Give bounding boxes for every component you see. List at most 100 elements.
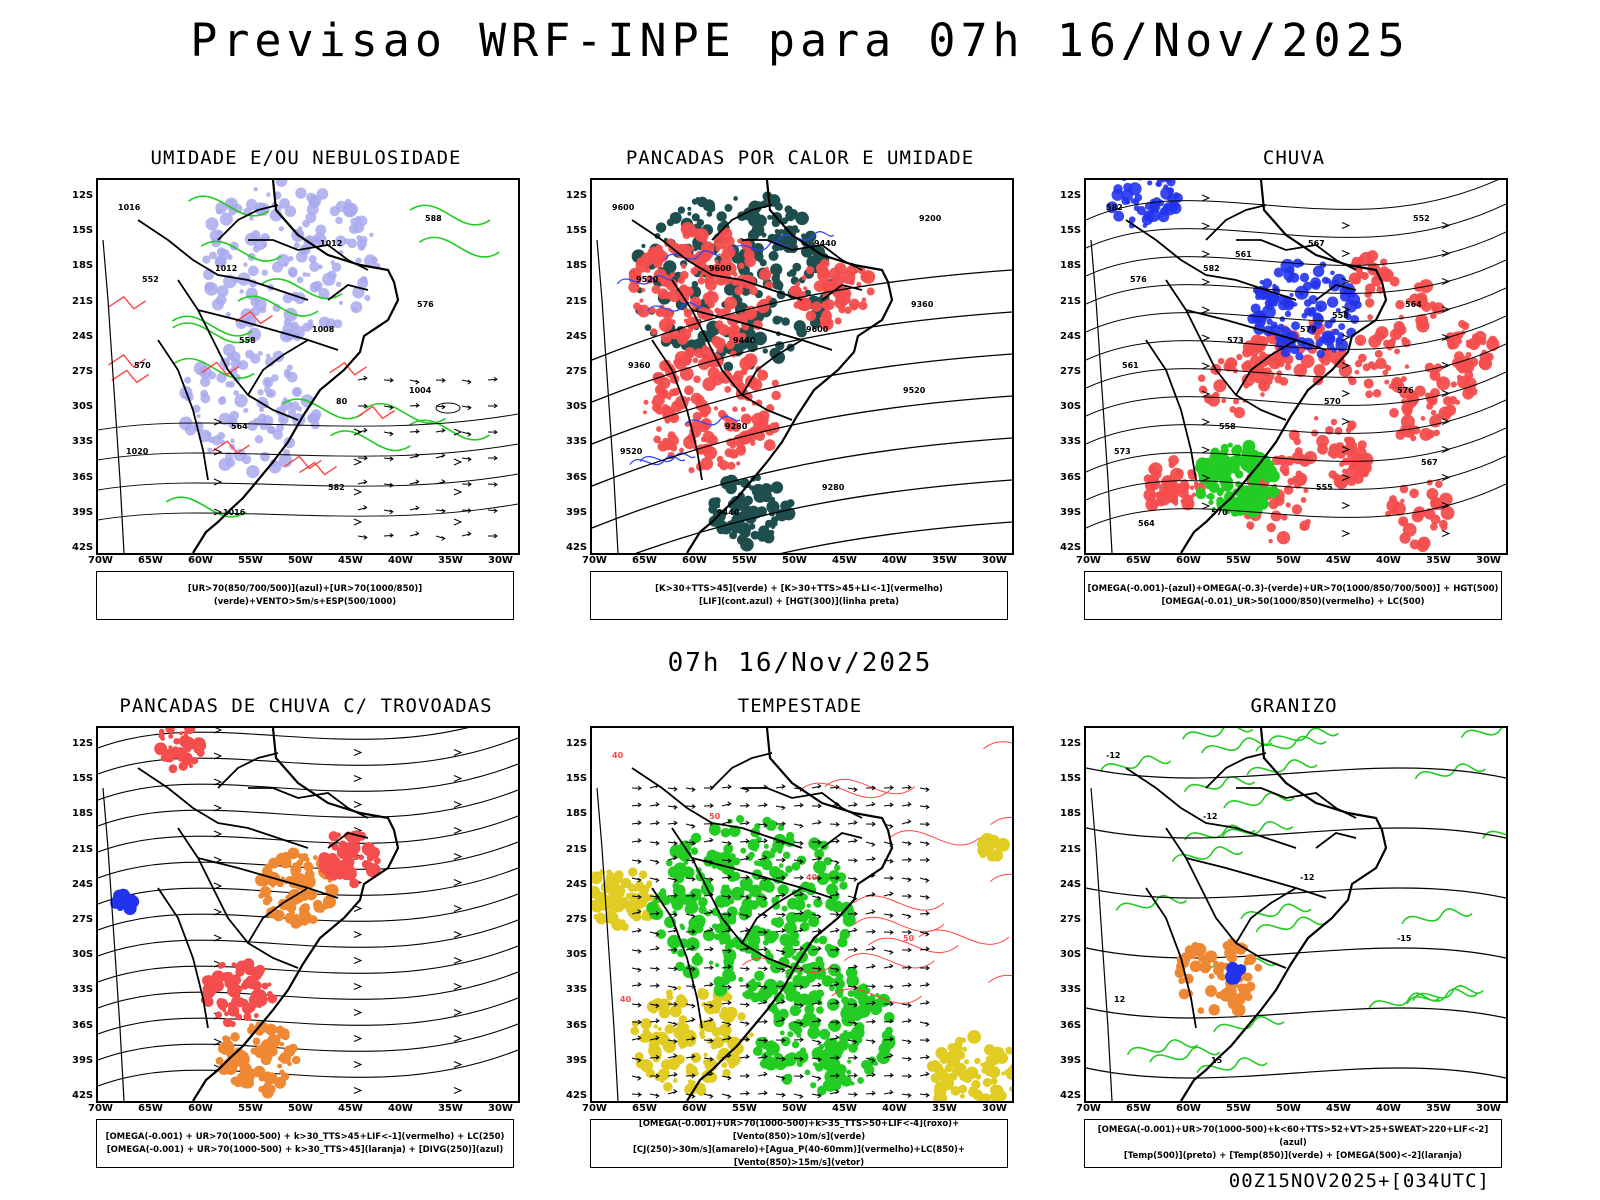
latitude-tick-label: 15S <box>566 773 588 785</box>
longitude-tick-label: 60W <box>682 555 707 566</box>
latitude-tick-label: 24S <box>72 330 94 342</box>
latitude-tick-label: 36S <box>1060 1019 1082 1031</box>
legend-line: [K>30+TTS>45](verde) + [K>30+TTS>45+LI<-… <box>655 583 943 594</box>
latitude-tick-label: 15S <box>1060 773 1082 785</box>
longitude-tick-label: 40W <box>388 1103 413 1114</box>
wind-vectors <box>357 375 498 541</box>
streamline-850-red <box>889 830 980 846</box>
k-li-red-area-east <box>788 258 876 331</box>
legend-box: [OMEGA(-0.001)-(azul)+OMEGA(-0.3)-(verde… <box>1084 571 1502 620</box>
thickness-red-contour <box>111 369 150 384</box>
humidity-green-contour <box>237 295 319 317</box>
streamline-850-red <box>918 929 1010 945</box>
contour-label: 1016 <box>223 508 246 517</box>
legend-line: [LIF](cont.azul) + [HGT(300)](linha pret… <box>698 596 900 607</box>
height-labels: 582 582 579 576 573 570 567 564 561 558 555 552 576 5… <box>1106 203 1438 528</box>
latitude-tick-label: 12S <box>72 738 94 749</box>
contour-label: 9440 <box>717 508 740 517</box>
forecast-map: 40 50 40 50 40 <box>590 726 1014 1103</box>
longitude-tick-label: 35W <box>932 1103 957 1114</box>
forecast-map: 9600 9600 9600 9520 9520 9440 9440 9360 9360 9280… <box>590 178 1014 555</box>
longitude-tick-label: 35W <box>1426 1103 1451 1114</box>
contour-label: 567 <box>1308 239 1325 248</box>
latitude-tick-label: 39S <box>566 506 588 518</box>
jet-yellow-area-south <box>630 985 754 1096</box>
legend-line: [OMEGA(-0.001)+UR>70(1000-500)+k>35_TTS>… <box>638 1118 960 1142</box>
latitude-tick-label: 36S <box>72 1019 94 1031</box>
latitude-tick-label: 33S <box>566 436 588 448</box>
temp-850-contour <box>1412 985 1484 1002</box>
thickness-red-contour <box>211 440 250 455</box>
thickness-red-contour <box>108 354 146 368</box>
height-300-contour <box>592 353 1012 445</box>
longitude-tick-label: 50W <box>782 555 807 566</box>
longitude-tick-label: 40W <box>388 555 413 566</box>
thickness-red-contour <box>235 310 273 325</box>
streamline-850-red <box>824 779 916 795</box>
forecast-map: -12 -12 -12 -15 12 15 <box>1084 726 1508 1103</box>
longitude-tick-label: 45W <box>1326 555 1351 566</box>
panel-title: CHUVA <box>1262 147 1326 169</box>
latitude-tick-label: 12S <box>566 190 588 201</box>
contour-label: 558 <box>1332 311 1349 320</box>
longitude-tick-label: 45W <box>338 555 363 566</box>
contour-label: 9520 <box>620 447 643 456</box>
humidity-green-contour <box>188 195 270 217</box>
temp-850-contour <box>1368 992 1440 1009</box>
temp-500-contour <box>1086 1007 1506 1019</box>
rain-red-patch <box>1288 416 1367 479</box>
contour-label: 570 <box>1324 397 1341 406</box>
legend-line: [OMEGA(-0.001)-(azul)+OMEGA(-0.3)-(verde… <box>1087 583 1499 594</box>
latitude-tick-label: 24S <box>566 878 588 890</box>
contour-label: 570 <box>134 361 151 370</box>
panel-title: PANCADAS DE CHUVA C/ TROVOADAS <box>119 695 493 717</box>
latitude-tick-label: 36S <box>566 471 588 483</box>
latitude-tick-label: 27S <box>72 914 94 925</box>
height-300-contour <box>592 395 1012 487</box>
contour-label: 50 <box>709 812 721 821</box>
temp-850-contour <box>1482 830 1506 840</box>
lifted-index-contour <box>733 241 790 251</box>
contour-label: 576 <box>1130 275 1147 284</box>
longitude-tick-label: 65W <box>632 555 657 566</box>
latitude-tick-label: 39S <box>1060 1054 1082 1066</box>
thickness-red-contour <box>357 405 396 420</box>
latitude-tick-label: 12S <box>1060 190 1082 201</box>
streamline-850-red <box>983 741 1012 750</box>
longitude-tick-label: 30W <box>982 555 1007 566</box>
contour-label: 561 <box>1122 361 1139 370</box>
contour-label: -12 <box>1106 751 1120 760</box>
longitude-tick-label: 55W <box>732 1103 757 1114</box>
forecast-map: 1016 1012 1008 1004 1020 1016 1012 576 570 564 582… <box>96 178 520 555</box>
latitude-tick-label: 24S <box>1060 878 1082 890</box>
contour-label: 1016 <box>118 203 141 212</box>
longitude-tick-label: 30W <box>982 1103 1007 1114</box>
contour-label: 567 <box>1421 458 1438 467</box>
humidity-green-contour <box>200 240 282 262</box>
longitude-tick-label: 70W <box>582 1103 607 1114</box>
legend-line: [OMEGA(-0.001) + UR>70(1000-500) + k>30_… <box>105 1131 505 1142</box>
longitude-tick-label: 60W <box>1176 1103 1201 1114</box>
temp-850-contour <box>1213 1015 1285 1033</box>
longitude-tick-label: 35W <box>1426 555 1451 566</box>
latitude-tick-label: 18S <box>1060 260 1082 272</box>
contour-label: 579 <box>1300 325 1317 334</box>
contour-label: 9280 <box>822 483 845 492</box>
latitude-tick-label: 27S <box>566 366 588 377</box>
latitude-tick-label: 18S <box>72 260 94 272</box>
latitude-tick-label: 42S <box>72 542 94 553</box>
rain-red-patch <box>1414 357 1478 416</box>
lifted-index-contour <box>616 274 673 285</box>
contour-label: 1020 <box>126 447 149 456</box>
temp-850-contour <box>1149 1046 1221 1063</box>
temp-850-contour <box>1255 916 1327 933</box>
contour-label: 573 <box>1227 336 1244 345</box>
latitude-tick-label: 18S <box>1060 808 1082 820</box>
longitude-tick-label: 35W <box>438 555 463 566</box>
contour-label: 558 <box>239 336 256 345</box>
longitude-tick-label: 35W <box>932 555 957 566</box>
legend-line: [OMEGA(-0.001)+UR>70(1000-500)+k<60+TTS>… <box>1097 1125 1489 1148</box>
latitude-tick-label: 27S <box>72 366 94 377</box>
longitude-tick-label: 55W <box>732 555 757 566</box>
contour-label: 80 <box>336 397 348 406</box>
